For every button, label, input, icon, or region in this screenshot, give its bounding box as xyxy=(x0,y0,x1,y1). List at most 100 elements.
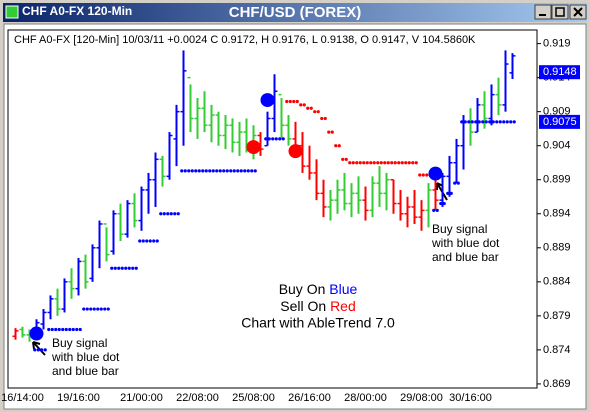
title-bar xyxy=(3,3,587,22)
stop-dot xyxy=(33,348,37,352)
y-tick-label: 0.879 xyxy=(543,310,571,322)
y-tick-label: 0.909 xyxy=(543,106,571,118)
stop-dot xyxy=(309,106,313,110)
stop-dot xyxy=(498,120,502,124)
stop-dot xyxy=(215,169,219,173)
stop-dot xyxy=(470,120,474,124)
stop-dot xyxy=(103,307,107,311)
y-tick-label: 0.894 xyxy=(543,208,571,220)
stop-dot xyxy=(204,169,208,173)
stop-dot xyxy=(323,116,327,121)
price-label-box xyxy=(539,114,580,129)
annotation: and blue bar xyxy=(432,250,499,264)
x-tick-label: 21/00:00 xyxy=(120,392,163,404)
stop-dot xyxy=(152,239,156,243)
window-buttons[interactable] xyxy=(534,4,587,20)
y-tick-label: 0.899 xyxy=(543,174,571,186)
stop-dot xyxy=(274,137,278,141)
stop-dot xyxy=(453,181,457,185)
price-label: 0.9075 xyxy=(543,116,577,128)
x-tick-label: 26/16:00 xyxy=(288,392,331,404)
stop-dot xyxy=(488,120,492,124)
stop-dot xyxy=(278,137,282,141)
signal-dot xyxy=(29,326,44,341)
stop-dot xyxy=(421,173,425,177)
stop-dot xyxy=(418,173,422,177)
stop-dot xyxy=(414,161,418,165)
note-credit: Chart with AbleTrend 7.0 xyxy=(241,315,395,331)
stop-dot xyxy=(512,120,516,124)
signal-dot xyxy=(288,144,303,159)
x-tick-label: 30/16:00 xyxy=(449,392,492,404)
stop-dot xyxy=(306,106,310,110)
stop-dot xyxy=(358,161,362,165)
note-buy: Buy On Blue xyxy=(279,281,358,297)
stop-dot xyxy=(505,120,509,124)
minimize-button[interactable] xyxy=(534,4,552,20)
stop-dot xyxy=(327,130,331,134)
stop-dot xyxy=(411,161,415,165)
stop-dot xyxy=(54,327,58,332)
note-text: Buy On xyxy=(279,281,326,297)
y-tick-label: 0.884 xyxy=(543,276,571,288)
stop-dot xyxy=(43,348,47,352)
stop-dot xyxy=(106,307,110,311)
stop-dot xyxy=(117,266,121,270)
stop-dot xyxy=(82,307,86,311)
stop-dot xyxy=(285,99,289,104)
stop-dot xyxy=(348,161,352,165)
stop-dot xyxy=(68,327,72,332)
stop-dot xyxy=(99,307,103,311)
stop-dot xyxy=(509,120,513,124)
stop-dot xyxy=(138,239,142,243)
stop-dot xyxy=(194,169,198,173)
stop-dot xyxy=(78,327,82,332)
stop-dot xyxy=(425,173,429,177)
stop-dot xyxy=(463,120,467,124)
stop-dot xyxy=(120,266,124,270)
stop-dot xyxy=(295,99,299,104)
stop-dot xyxy=(236,169,240,173)
stop-dot xyxy=(435,208,439,212)
stop-dot xyxy=(442,201,446,206)
annotation: Buy signal xyxy=(52,336,107,350)
stop-dot xyxy=(253,169,257,173)
signal-dot xyxy=(246,140,261,155)
note-color-word: Blue xyxy=(329,281,357,297)
stop-dot xyxy=(222,169,226,173)
stop-dot xyxy=(351,161,355,165)
stop-dot xyxy=(197,169,201,173)
stop-dot xyxy=(460,120,464,124)
stop-dot xyxy=(162,212,166,216)
stop-dot xyxy=(134,266,138,270)
stop-dot xyxy=(292,99,296,104)
signal-dot xyxy=(260,93,275,108)
stop-dot xyxy=(439,201,443,206)
stop-dot xyxy=(376,161,380,165)
stop-dot xyxy=(89,307,93,311)
stop-dot xyxy=(71,327,75,332)
stop-dot xyxy=(176,212,180,216)
stop-dot xyxy=(96,307,100,311)
stop-dot xyxy=(47,327,51,332)
stop-dot xyxy=(481,120,485,124)
info-line: CHF A0-FX [120-Min] 10/03/11 +0.0024 C 0… xyxy=(14,34,476,46)
x-tick-label: 19/16:00 xyxy=(57,392,100,404)
stop-dot xyxy=(400,161,404,165)
stop-dot xyxy=(127,266,131,270)
stop-dot xyxy=(316,110,320,114)
stop-dot xyxy=(250,169,254,173)
stop-dot xyxy=(344,157,348,161)
stop-dot xyxy=(155,239,159,243)
stop-dot xyxy=(334,144,338,148)
stop-dot xyxy=(372,161,376,165)
maximize-button[interactable] xyxy=(551,4,569,20)
x-tick-label: 22/08:00 xyxy=(176,392,219,404)
stop-dot xyxy=(246,169,250,173)
stop-dot xyxy=(446,191,450,195)
stop-dot xyxy=(211,169,215,173)
stop-dot xyxy=(407,161,411,165)
x-tick-label: 29/08:00 xyxy=(400,392,443,404)
close-glyph xyxy=(573,7,583,17)
stop-dot xyxy=(484,120,488,124)
